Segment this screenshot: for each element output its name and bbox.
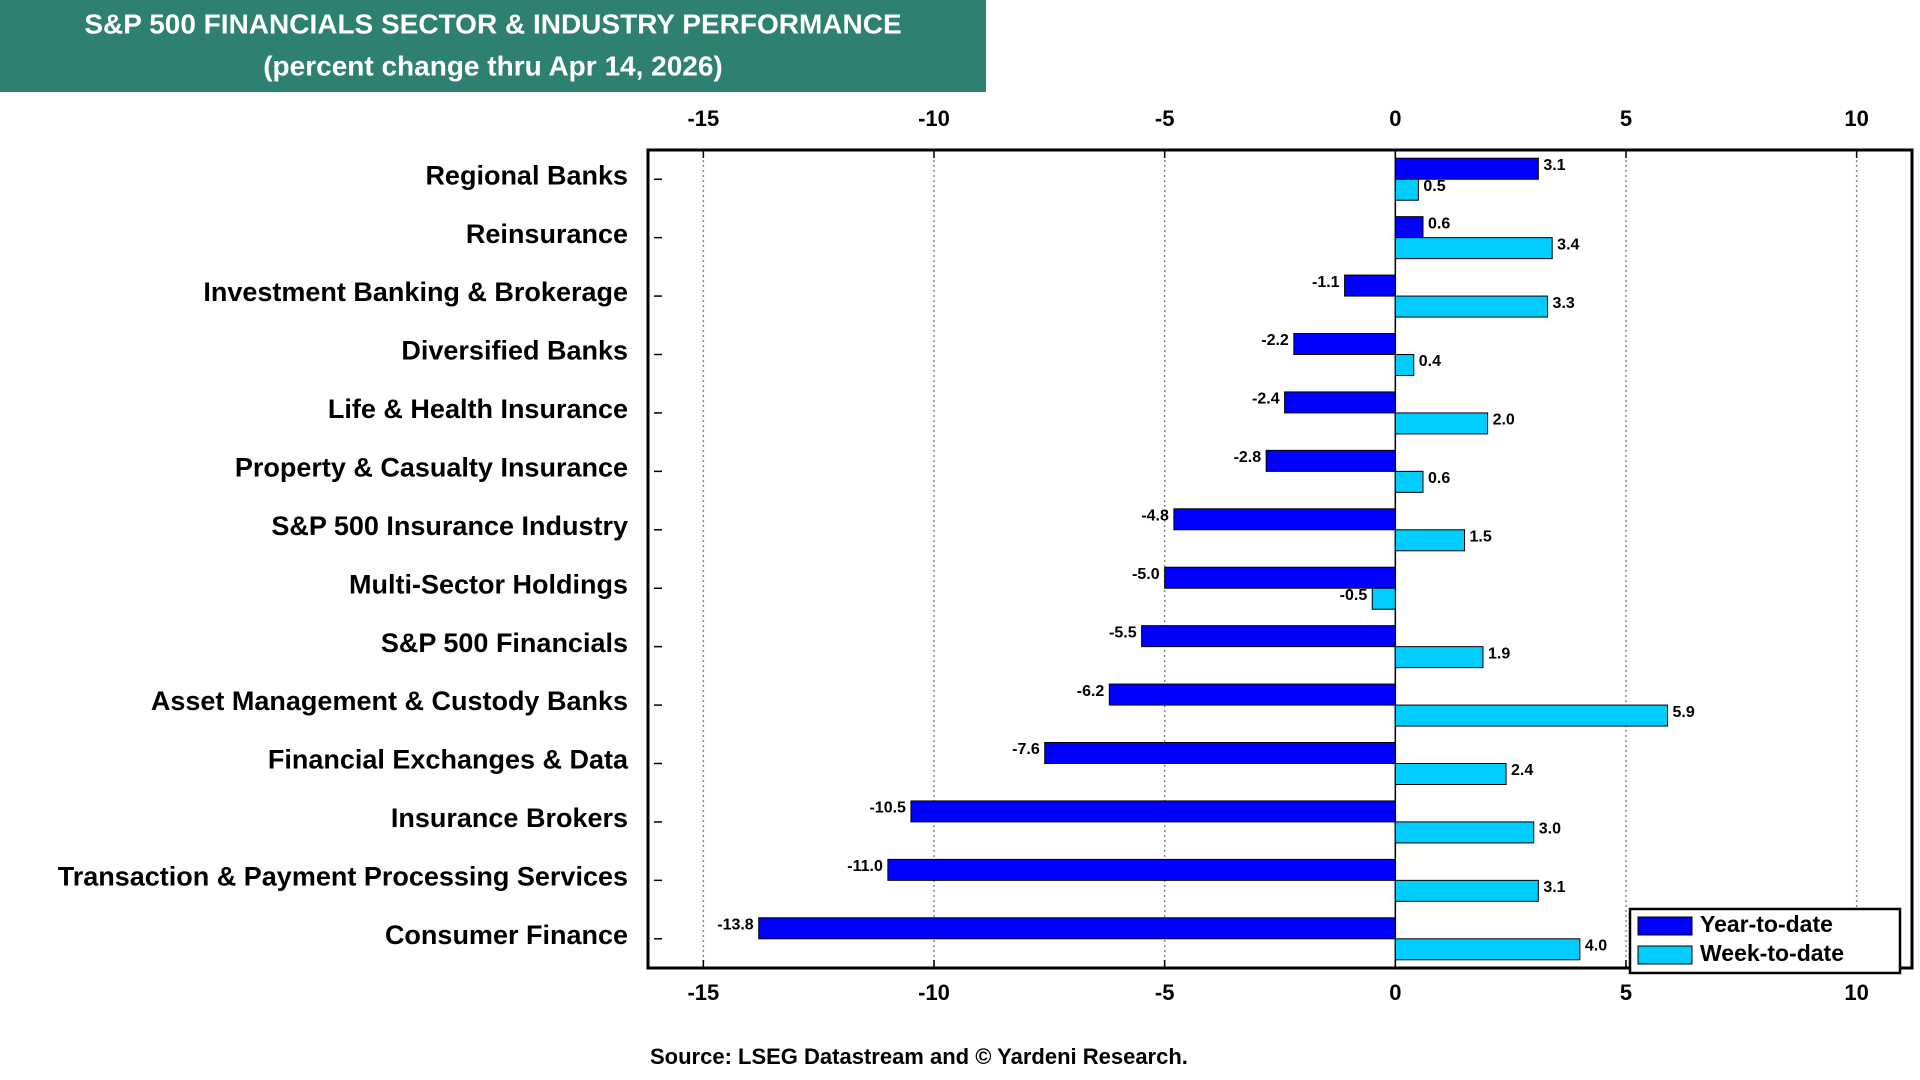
y-tick-label: S&P 500 Insurance Industry bbox=[271, 511, 628, 541]
bar bbox=[1284, 391, 1396, 414]
bar bbox=[1044, 742, 1396, 764]
bar bbox=[1394, 157, 1539, 180]
x-tick-label: -15 bbox=[687, 980, 719, 1005]
y-tick-label: Financial Exchanges & Data bbox=[268, 745, 629, 775]
legend-swatch bbox=[1637, 945, 1693, 965]
y-tick-label: Consumer Finance bbox=[385, 920, 628, 950]
x-tick-label: 5 bbox=[1620, 980, 1632, 1005]
value-label: -2.2 bbox=[1261, 332, 1289, 349]
bar bbox=[1394, 529, 1466, 552]
x-tick-label: -10 bbox=[918, 106, 950, 131]
value-label: 3.1 bbox=[1543, 879, 1565, 896]
y-tick-label: Life & Health Insurance bbox=[328, 394, 628, 424]
y-tick-label: Property & Casualty Insurance bbox=[235, 452, 628, 482]
bar bbox=[1265, 449, 1396, 472]
bar bbox=[1394, 879, 1539, 902]
value-label: 3.1 bbox=[1543, 157, 1565, 174]
value-label: -10.5 bbox=[869, 800, 906, 817]
x-tick-label: -10 bbox=[918, 980, 950, 1005]
x-tick-label: 10 bbox=[1844, 980, 1868, 1005]
value-label: 2.4 bbox=[1511, 762, 1533, 779]
value-label: 3.0 bbox=[1539, 821, 1561, 838]
source-note: Source: LSEG Datastream and © Yardeni Re… bbox=[650, 1044, 1188, 1069]
bar bbox=[1394, 938, 1581, 961]
bar bbox=[1293, 333, 1396, 355]
x-tick-label: -5 bbox=[1155, 106, 1175, 131]
x-tick-label: -5 bbox=[1155, 980, 1175, 1005]
y-tick-label: Multi-Sector Holdings bbox=[349, 569, 628, 599]
value-label: -6.2 bbox=[1077, 683, 1105, 700]
bar bbox=[1371, 587, 1396, 610]
value-label: 0.4 bbox=[1419, 353, 1441, 370]
bar bbox=[1394, 821, 1535, 844]
value-label: 1.9 bbox=[1488, 645, 1510, 662]
value-label: 2.0 bbox=[1493, 412, 1515, 429]
bar bbox=[1141, 625, 1396, 648]
value-label: 3.3 bbox=[1553, 295, 1575, 312]
bar bbox=[1394, 237, 1553, 260]
chart-subtitle: (percent change thru Apr 14, 2026) bbox=[263, 50, 723, 81]
value-label: -13.8 bbox=[717, 917, 754, 934]
value-label: -5.0 bbox=[1132, 566, 1160, 583]
bar bbox=[1394, 354, 1415, 376]
bar bbox=[1173, 508, 1396, 531]
value-label: 5.9 bbox=[1673, 704, 1695, 721]
value-label: -4.8 bbox=[1141, 508, 1169, 525]
value-label: 4.0 bbox=[1585, 938, 1607, 955]
legend-label: Year-to-date bbox=[1700, 911, 1833, 937]
title-box bbox=[0, 0, 986, 92]
y-tick-label: Insurance Brokers bbox=[391, 803, 628, 833]
bar bbox=[1394, 216, 1424, 239]
x-tick-label: 5 bbox=[1620, 106, 1632, 131]
bar bbox=[1394, 470, 1424, 493]
bar bbox=[910, 800, 1396, 823]
value-label: -2.8 bbox=[1234, 449, 1262, 466]
y-tick-label: S&P 500 Financials bbox=[381, 628, 628, 658]
value-label: -5.5 bbox=[1109, 624, 1137, 641]
bar bbox=[1164, 566, 1396, 589]
bar bbox=[1344, 274, 1396, 297]
legend-swatch bbox=[1637, 916, 1693, 936]
x-tick-label: 0 bbox=[1389, 980, 1401, 1005]
value-label: -2.4 bbox=[1252, 391, 1280, 408]
bar bbox=[1394, 412, 1489, 435]
y-tick-label: Regional Banks bbox=[425, 160, 628, 190]
y-tick-label: Asset Management & Custody Banks bbox=[151, 686, 628, 716]
x-tick-label: 10 bbox=[1844, 106, 1868, 131]
y-tick-label: Diversified Banks bbox=[401, 336, 628, 366]
x-tick-label: -15 bbox=[687, 106, 719, 131]
y-tick-label: Investment Banking & Brokerage bbox=[203, 277, 628, 307]
value-label: 0.5 bbox=[1423, 178, 1445, 195]
bar bbox=[1394, 704, 1669, 727]
value-label: 1.5 bbox=[1470, 529, 1492, 546]
bar bbox=[1394, 295, 1549, 318]
value-label: 0.6 bbox=[1428, 470, 1450, 487]
value-label: -11.0 bbox=[847, 858, 883, 875]
value-label: 0.6 bbox=[1428, 215, 1450, 232]
bar bbox=[887, 858, 1396, 881]
bar bbox=[1394, 763, 1507, 785]
bar bbox=[758, 917, 1396, 940]
bar bbox=[1394, 178, 1419, 201]
value-label: -1.1 bbox=[1312, 274, 1340, 291]
legend-label: Week-to-date bbox=[1700, 940, 1844, 966]
bar bbox=[1394, 646, 1484, 669]
value-label: -7.6 bbox=[1012, 741, 1040, 758]
value-label: -0.5 bbox=[1340, 587, 1368, 604]
plot-frame bbox=[646, 148, 1914, 970]
value-label: 3.4 bbox=[1557, 236, 1579, 253]
y-tick-label: Reinsurance bbox=[466, 219, 628, 249]
chart-title: S&P 500 FINANCIALS SECTOR & INDUSTRY PER… bbox=[84, 8, 901, 39]
y-tick-label: Transaction & Payment Processing Service… bbox=[58, 861, 628, 891]
bar bbox=[1108, 683, 1396, 706]
x-tick-label: 0 bbox=[1389, 106, 1401, 131]
